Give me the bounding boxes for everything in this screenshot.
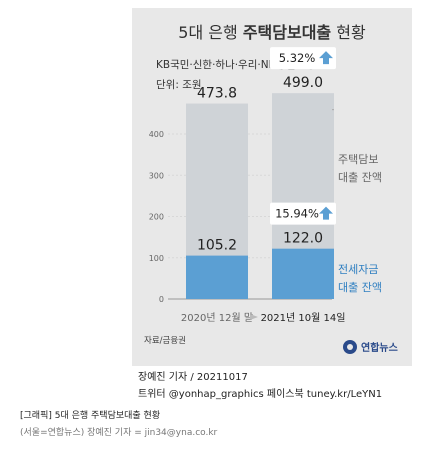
unit-label: 단위: 조원 bbox=[156, 78, 202, 91]
value-labels: 473.8 105.2 2020년 12월 말 499.0 122.0 2021년 10월… bbox=[181, 47, 346, 324]
y-tick-label: 200 bbox=[149, 213, 164, 222]
value-label-mortgage: 499.0 bbox=[283, 75, 323, 91]
change-badge bbox=[270, 47, 336, 70]
x-tick-label: 2020년 12월 말 bbox=[181, 312, 253, 324]
arrow-up-icon bbox=[319, 206, 333, 220]
value-label-mortgage: 473.8 bbox=[197, 86, 237, 102]
y-tick-label: 100 bbox=[149, 254, 164, 263]
source-label: 자료/금융권 bbox=[144, 335, 186, 346]
y-tick-label: 300 bbox=[149, 171, 164, 180]
social-line: 트위터 @yonhap_graphics 페이스북 tuney.kr/LeYN1 bbox=[138, 389, 383, 400]
arrow-up-icon bbox=[319, 51, 333, 65]
change-label: 15.94% bbox=[275, 207, 319, 221]
legend-jeonse-line1: 전세자금 bbox=[338, 263, 378, 276]
bar-jeonse bbox=[272, 248, 334, 299]
y-tick-label: 400 bbox=[149, 130, 164, 139]
footer-title: [그래픽] 5대 은행 주택담보대출 현황 bbox=[20, 411, 161, 421]
yonhap-logo-inner-icon bbox=[347, 344, 353, 350]
bar-jeonse bbox=[186, 255, 248, 299]
logo-text: 연합뉴스 bbox=[361, 341, 398, 354]
change-badge bbox=[270, 202, 336, 225]
footer-credit: (서울=연합뉴스) 장예진 기자 = jin34@yna.co.kr bbox=[20, 428, 218, 438]
chart-title: 5대 은행 주택담보대출 현황 bbox=[178, 23, 366, 42]
legend-mortgage-line1: 주택담보 bbox=[338, 153, 378, 166]
legend-mortgage-line2: 대출 잔액 bbox=[338, 171, 382, 184]
bars bbox=[186, 93, 334, 300]
value-label-jeonse: 105.2 bbox=[197, 238, 237, 254]
title-bold: 주택담보대출 bbox=[243, 23, 332, 42]
value-label-jeonse: 122.0 bbox=[283, 231, 323, 247]
chart: 5대 은행 주택담보대출 현황 KB국민·신한·하나·우리·NH농협은행 단위:… bbox=[144, 23, 398, 354]
change-label: 5.32% bbox=[279, 51, 316, 65]
title-suffix: 현황 bbox=[336, 23, 366, 42]
chevron-right-icon bbox=[250, 314, 258, 320]
reporter-line: 장예진 기자 / 20211017 bbox=[138, 372, 248, 383]
y-tick-label: 0 bbox=[159, 295, 164, 304]
x-tick-label: 2021년 10월 14일 bbox=[261, 312, 346, 324]
infographic: 5대 은행 주택담보대출 현황 KB국민·신한·하나·우리·NH농협은행 단위:… bbox=[132, 8, 412, 366]
legend-jeonse-line2: 대출 잔액 bbox=[338, 281, 382, 294]
title-prefix: 5대 은행 bbox=[178, 23, 237, 42]
y-ticks: 0 100 200 300 400 bbox=[149, 130, 164, 304]
